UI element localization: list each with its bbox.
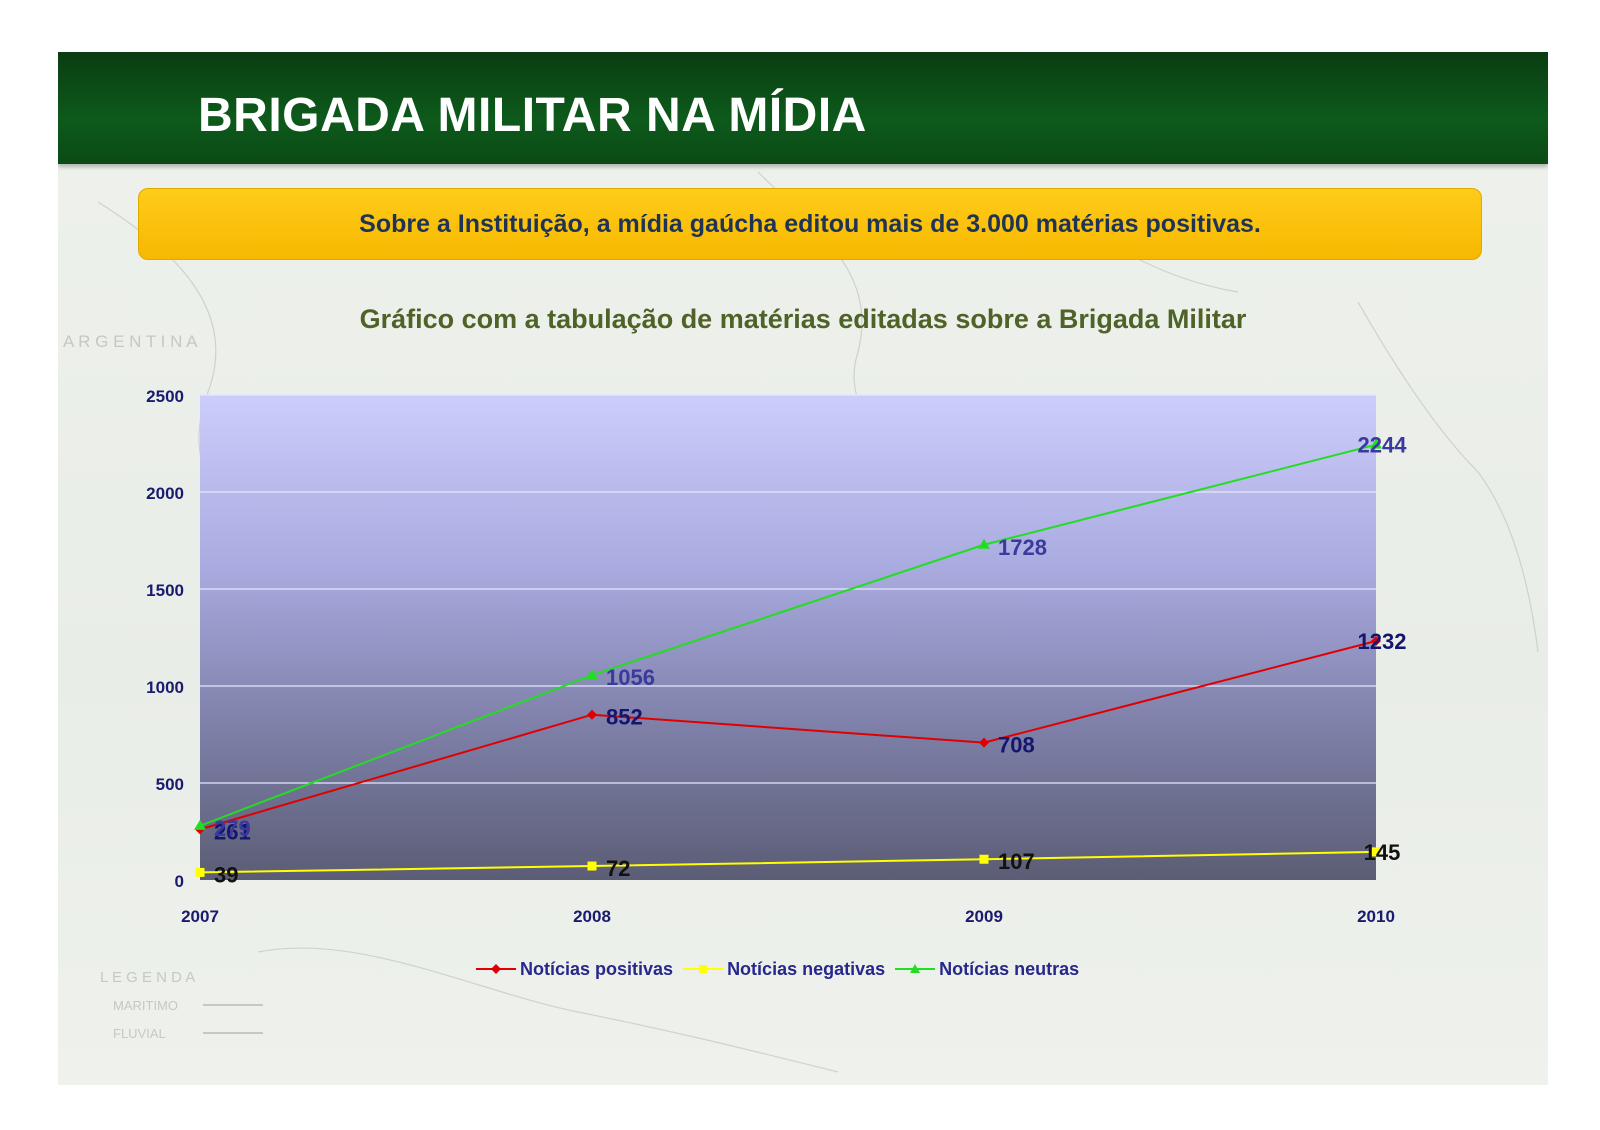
data-label: 107 <box>998 849 1035 874</box>
slide: A R G E N T I N A L E G E N D A MARITIMO… <box>58 52 1548 1085</box>
chart-title: Gráfico com a tabulação de matérias edit… <box>359 304 1247 334</box>
data-label: 39 <box>214 862 238 887</box>
legend-marker-diamond <box>476 964 516 974</box>
y-tick-label: 2000 <box>146 484 184 503</box>
x-tick-label: 2009 <box>965 907 1003 926</box>
header-bar: BRIGADA MILITAR NA MÍDIA <box>58 52 1548 164</box>
y-tick-label: 2500 <box>146 387 184 406</box>
data-point <box>587 709 597 720</box>
data-point <box>195 867 205 877</box>
legend-label: Notícias negativas <box>727 958 886 979</box>
series-line <box>199 443 1377 827</box>
data-label: 145 <box>1364 840 1401 865</box>
data-point <box>978 538 990 549</box>
y-tick-label: 0 <box>175 872 184 891</box>
y-tick-label: 500 <box>156 775 184 794</box>
data-point <box>587 861 597 871</box>
legend-item-neutras: Notícias neutras <box>895 959 1079 980</box>
series-line <box>199 850 1377 874</box>
data-label: 1232 <box>1358 629 1407 654</box>
legend-label: Notícias neutras <box>939 958 1080 979</box>
data-point <box>1371 847 1381 857</box>
legend-marker-square <box>683 965 724 973</box>
page-title: BRIGADA MILITAR NA MÍDIA <box>198 89 867 142</box>
line-chart: 0 500 1000 1500 2000 2500 2007 2008 2009 2010 261 8… <box>146 387 1408 926</box>
data-point <box>586 669 598 680</box>
data-point <box>1370 438 1382 449</box>
y-tick-label: 1500 <box>146 581 184 600</box>
x-tick-label: 2007 <box>181 907 219 926</box>
data-point <box>1371 635 1381 646</box>
data-label: 852 <box>606 705 643 730</box>
legend-marker-triangle <box>895 964 936 973</box>
data-label: 279 <box>214 816 251 841</box>
data-point <box>979 737 989 748</box>
plot-area <box>200 395 1376 880</box>
data-label: 1728 <box>998 535 1047 560</box>
banner-text: Sobre a Instituição, a mídia gaúcha edit… <box>359 209 1261 238</box>
chart-legend: Notícias positivas Notícias negativas No… <box>476 954 1079 984</box>
series-line <box>199 640 1377 831</box>
legend-item-negativas: Notícias negativas <box>683 959 885 980</box>
highlight-banner: Sobre a Instituição, a mídia gaúcha edit… <box>138 188 1482 260</box>
x-tick-label: 2010 <box>1357 907 1395 926</box>
map-background: A R G E N T I N A L E G E N D A MARITIMO… <box>63 171 1539 1073</box>
data-point <box>194 819 206 830</box>
x-tick-label: 2008 <box>573 907 611 926</box>
data-point <box>979 854 989 864</box>
y-tick-label: 1000 <box>146 678 184 697</box>
data-label: 261 <box>214 819 251 844</box>
map-label-legenda: L E G E N D A <box>100 969 195 986</box>
map-label-fluvial: FLUVIAL <box>113 1026 166 1041</box>
legend-item-positivas: Notícias positivas <box>476 959 673 980</box>
map-label-argentina: A R G E N T I N A <box>63 332 198 351</box>
data-label: 72 <box>606 856 630 881</box>
legend-label: Notícias positivas <box>520 958 674 979</box>
data-label: 708 <box>998 733 1035 758</box>
map-label-maritimo: MARITIMO <box>113 998 178 1013</box>
data-label: 2244 <box>1358 433 1408 458</box>
data-label: 1056 <box>606 665 655 690</box>
